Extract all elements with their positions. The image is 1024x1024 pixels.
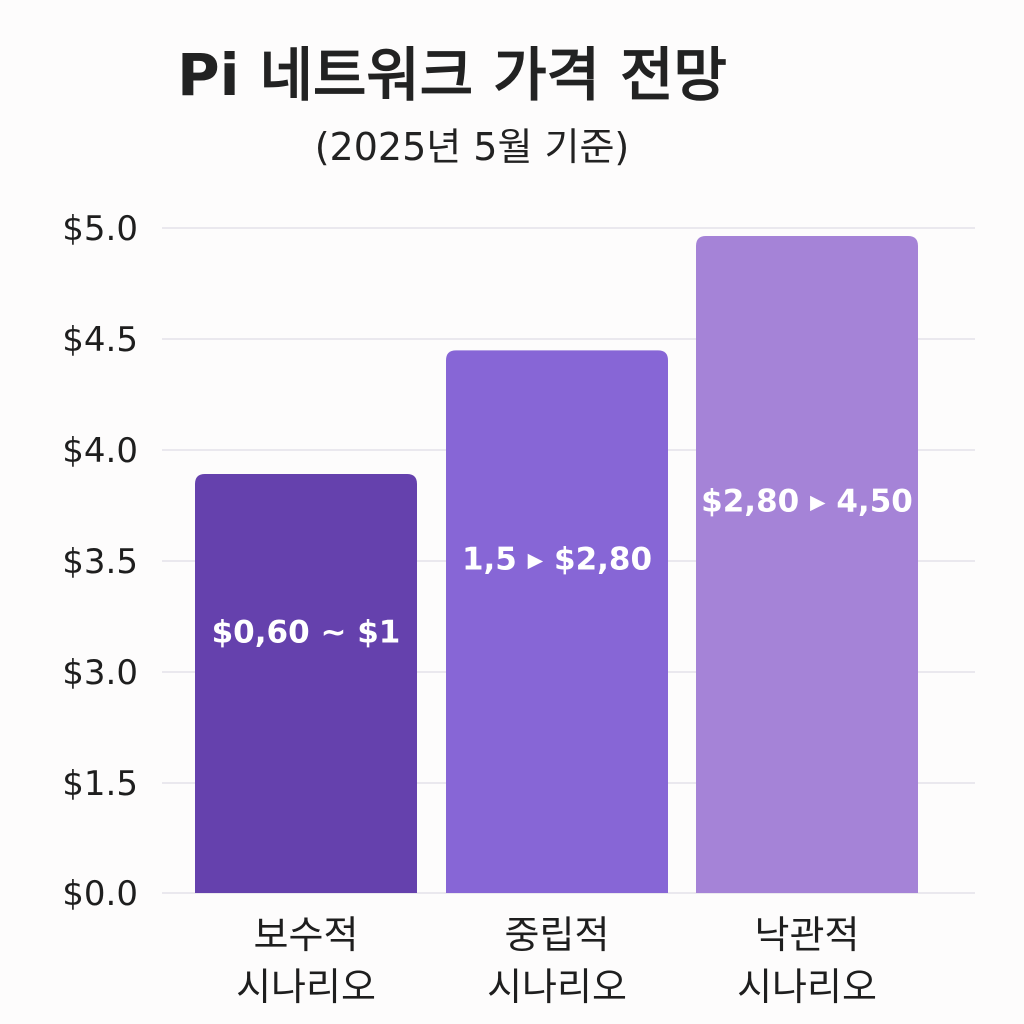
x-tick-label: 낙관적 (755, 913, 860, 957)
x-tick-label: 시나리오 (487, 965, 627, 1009)
y-tick-label: $0.0 (62, 874, 138, 914)
chart-subtitle: (2025년 5월 기준) (315, 125, 630, 169)
x-tick-label: 시나리오 (236, 965, 376, 1009)
bar (195, 474, 417, 893)
bar (446, 350, 668, 893)
y-tick-label: $1.5 (62, 764, 138, 804)
x-tick-label: 보수적 (254, 913, 359, 957)
bar-data-label: 1,5 ▸ $2,80 (462, 542, 652, 578)
y-tick-label: $4.0 (62, 431, 138, 471)
y-tick-label: $3.0 (62, 653, 138, 693)
y-tick-label: $4.5 (62, 320, 138, 360)
bar-data-label: $2,80 ▸ 4,50 (701, 484, 913, 520)
bar (696, 235, 918, 894)
chart-title: Pi 네트워크 가격 전망 (177, 41, 727, 109)
y-tick-label: $5.0 (62, 209, 138, 249)
x-tick-label: 중립적 (505, 913, 610, 957)
y-tick-label: $3.5 (62, 542, 138, 582)
x-tick-label: 시나리오 (737, 965, 877, 1009)
y-axis: $5.0 $4.5 $4.0 $3.5 $3.0 $1.5 $0.0 (62, 209, 138, 914)
bars: $0,60 ~ $1 1,5 ▸ $2,80 $2,80 ▸ 4,50 (195, 235, 918, 894)
bar-data-label: $0,60 ~ $1 (212, 614, 401, 650)
